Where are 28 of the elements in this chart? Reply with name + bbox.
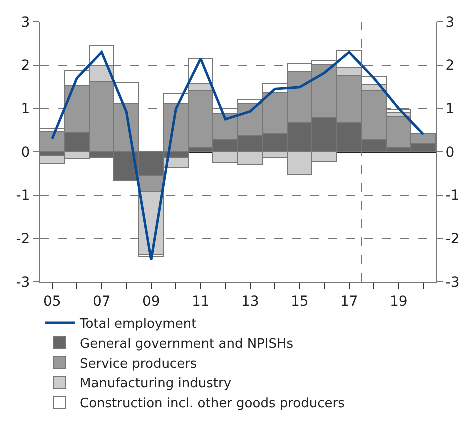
- x-tick-label: 17: [340, 294, 358, 310]
- y2-tick-label: -2: [446, 232, 460, 248]
- x-tick-label: 11: [192, 294, 210, 310]
- legend-label: Total employment: [79, 317, 197, 332]
- y2-tick-label: 2: [446, 58, 455, 74]
- y2-tick-label: 1: [446, 102, 455, 118]
- line-series: [51, 51, 425, 262]
- y-tick-label: 1: [21, 102, 30, 118]
- y-tick-label: 0: [21, 144, 30, 161]
- legend-label: Manufacturing industry: [80, 376, 232, 392]
- legend-label: Service producers: [80, 356, 198, 372]
- y-tick-label: -2: [16, 232, 30, 248]
- x-tick-label: 05: [43, 294, 62, 310]
- x-tick-label: 15: [290, 294, 309, 310]
- x-tick-label: 09: [142, 294, 160, 310]
- y-tick-label: -1: [16, 188, 30, 204]
- x-tick-label: 13: [241, 294, 260, 310]
- y-tick-label: 3: [21, 14, 30, 31]
- x-tick-label: 07: [92, 294, 111, 310]
- y-tick-label: 2: [21, 58, 30, 74]
- y2-tick-label: 0: [446, 144, 455, 161]
- y2-tick-label: -3: [446, 274, 460, 291]
- y2-tick-label: -1: [446, 188, 460, 204]
- legend-label: Construction incl. other goods producers: [80, 396, 346, 412]
- y-tick-label: -3: [16, 274, 30, 291]
- x-tick-label: 19: [390, 294, 408, 310]
- y2-tick-label: 3: [446, 14, 455, 31]
- legend-label: General government and NPISHs: [80, 336, 294, 352]
